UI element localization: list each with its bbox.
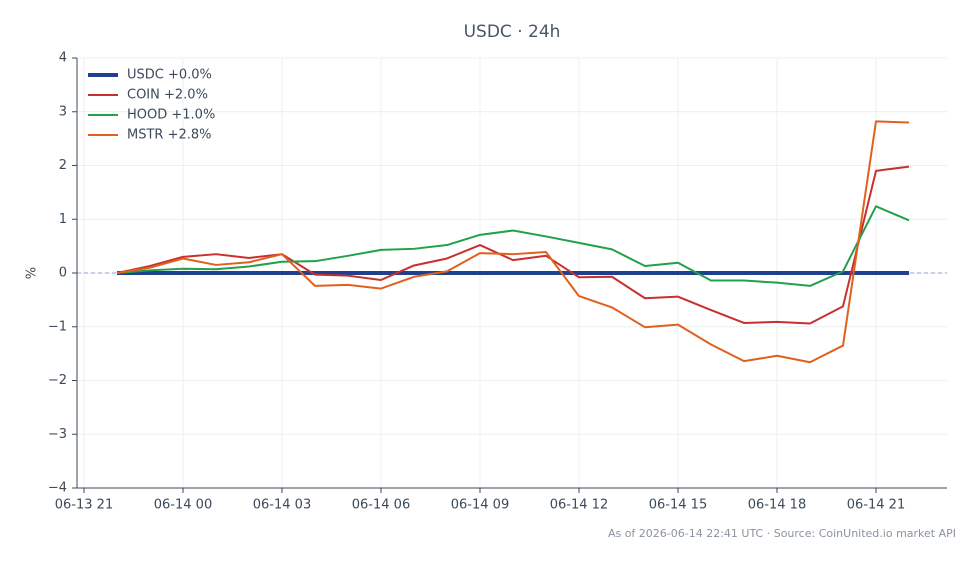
y-tick-label: 4 — [59, 51, 67, 66]
legend-label: HOOD +1.0% — [127, 108, 215, 123]
series-line — [116, 165, 910, 325]
x-tick-label: 06-14 15 — [649, 498, 707, 513]
x-tick-label: 06-14 21 — [847, 498, 905, 513]
footnote: As of 2026-06-14 22:41 UTC · Source: Coi… — [608, 527, 956, 540]
y-tick-label: −2 — [48, 373, 67, 388]
legend-label: USDC +0.0% — [127, 68, 212, 83]
y-tick-label: 1 — [59, 212, 67, 227]
series-line — [116, 120, 910, 364]
chart-title: USDC · 24h — [464, 22, 561, 42]
y-tick-label: −3 — [48, 427, 67, 442]
x-tick-label: 06-14 12 — [550, 498, 608, 513]
y-axis-label: % — [25, 267, 40, 279]
x-tick-label: 06-14 09 — [451, 498, 509, 513]
legend-label: COIN +2.0% — [127, 88, 208, 103]
y-tick-label: 2 — [59, 158, 67, 173]
legend-label: MSTR +2.8% — [127, 128, 212, 143]
x-tick-label: 06-13 21 — [55, 498, 113, 513]
y-tick-label: 3 — [59, 104, 67, 119]
y-tick-label: −4 — [48, 481, 67, 496]
y-tick-label: 0 — [59, 266, 67, 281]
x-tick-label: 06-14 06 — [352, 498, 410, 513]
x-tick-label: 06-14 03 — [253, 498, 311, 513]
x-tick-label: 06-14 00 — [154, 498, 212, 513]
x-tick-label: 06-14 18 — [748, 498, 806, 513]
series-line — [116, 205, 910, 287]
y-tick-label: −1 — [48, 319, 67, 334]
